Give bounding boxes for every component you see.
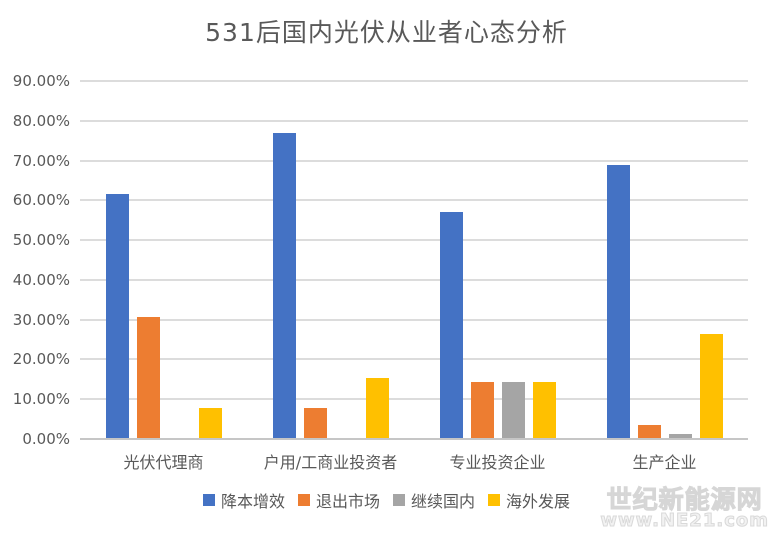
y-tick-label: 30.00% xyxy=(12,310,70,329)
bar-group xyxy=(414,81,581,439)
bar xyxy=(439,212,463,439)
y-tick-label: 90.00% xyxy=(12,72,70,90)
legend-label: 海外发展 xyxy=(506,492,571,511)
plot-area xyxy=(80,80,748,440)
legend-item: 降本增效 xyxy=(202,488,285,512)
y-tick-label: 0.00% xyxy=(22,430,70,448)
bar xyxy=(136,317,160,439)
gridline xyxy=(80,318,748,321)
legend-swatch-icon xyxy=(393,494,405,506)
gridline xyxy=(80,278,748,281)
y-tick-label: 40.00% xyxy=(12,270,70,289)
bar xyxy=(272,133,296,439)
bar xyxy=(637,425,661,439)
legend-item: 继续国内 xyxy=(393,488,475,512)
bar-group xyxy=(247,81,414,439)
legend-label: 降本增效 xyxy=(220,492,285,511)
x-axis-label: 光伏代理商 xyxy=(123,453,204,472)
gridline xyxy=(80,159,748,162)
bar-group xyxy=(581,81,748,439)
gridline xyxy=(80,80,748,82)
legend-swatch-icon xyxy=(297,494,310,506)
bar xyxy=(668,434,692,439)
gridline xyxy=(80,398,748,401)
y-axis: 90.00% 80.00% 70.00% 60.00% 50.00% 40.00% 30.0… xyxy=(0,0,70,534)
legend-item: 退出市场 xyxy=(297,488,380,512)
bar xyxy=(303,408,327,439)
legend-swatch-icon xyxy=(488,494,501,506)
y-tick-label: 60.00% xyxy=(12,191,70,210)
x-axis-label: 专业投资企业 xyxy=(449,453,546,472)
y-tick-label: 50.00% xyxy=(12,231,70,250)
legend-swatch-icon xyxy=(202,494,215,506)
bar xyxy=(365,378,389,439)
y-tick-label: 10.00% xyxy=(12,390,70,409)
x-axis-labels: 光伏代理商 户用/工商业投资者 专业投资企业 生产企业 xyxy=(80,449,748,473)
legend-label: 继续国内 xyxy=(411,492,476,511)
gridline xyxy=(80,119,748,122)
bar xyxy=(699,334,723,439)
bar xyxy=(198,408,222,439)
y-tick-label: 80.00% xyxy=(12,111,70,130)
x-axis-label: 生产企业 xyxy=(632,453,697,472)
x-axis-label: 户用/工商业投资者 xyxy=(263,453,398,472)
legend-label: 退出市场 xyxy=(315,492,380,511)
watermark-site-name: 世纪新能源网 xyxy=(606,485,763,514)
watermark: 世纪新能源网 www.NE21.com xyxy=(600,485,769,531)
y-tick-label: 70.00% xyxy=(12,151,70,170)
chart-legend: 降本增效 退出市场 继续国内 海外发展 xyxy=(0,488,773,512)
bar-series-container xyxy=(80,81,748,439)
bar xyxy=(532,382,556,439)
legend-item: 海外发展 xyxy=(488,488,570,512)
gridline xyxy=(80,199,748,202)
bar xyxy=(606,165,630,439)
bar-group xyxy=(80,81,247,439)
bar xyxy=(470,382,494,439)
gridline xyxy=(80,358,748,361)
bar xyxy=(501,382,525,439)
chart-title: 531后国内光伏从业者心态分析 xyxy=(205,18,568,47)
y-tick-label: 20.00% xyxy=(12,350,70,369)
bar xyxy=(105,194,129,439)
watermark-url: www.NE21.com xyxy=(600,510,769,531)
x-axis-line xyxy=(80,438,748,440)
gridline xyxy=(80,239,748,242)
